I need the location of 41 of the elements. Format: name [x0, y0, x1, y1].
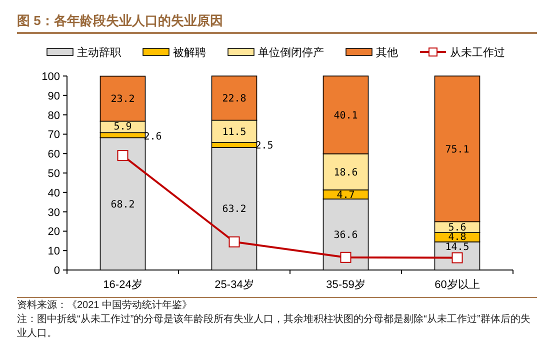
y-tick-label: 50	[48, 168, 60, 180]
y-tick-label: 20	[48, 226, 60, 238]
y-tick-label: 0	[54, 265, 60, 277]
point	[228, 236, 240, 248]
data-label: 14.5	[445, 242, 470, 253]
data-label: 18.6	[334, 167, 358, 178]
data-label: 11.5	[222, 126, 246, 138]
legend-label: 被解聘	[173, 46, 206, 59]
y-tick-label: 60	[48, 148, 60, 161]
data-label: 5.6	[448, 222, 466, 234]
data-label: 36.6	[334, 230, 358, 241]
data-label: 22.8	[222, 94, 246, 105]
point	[452, 252, 463, 264]
x-tick-label: 16-24岁	[103, 279, 142, 291]
text: 注：图中折线“从未工作过”的分母是该年龄段所有失业人口，其余堆积柱状图的分母都是剔除“从未工作过”群体后的失业人口。	[17, 313, 532, 341]
x-tick-label: 35-59岁	[326, 279, 366, 291]
data-label: 4.7	[336, 190, 355, 201]
data-label: 68.2	[110, 199, 135, 210]
point	[340, 252, 352, 263]
chart-title: 图 5：各年龄段失业人口的失业原因	[17, 12, 223, 30]
y-tick-label: 40	[48, 187, 60, 200]
data-label: 4.8	[448, 232, 466, 243]
y-tick-label: 30	[48, 206, 60, 219]
data-label: 75.1	[445, 144, 470, 156]
data-label: 40.1	[334, 110, 358, 122]
y-tick-label: 100	[42, 71, 60, 83]
data-label: 23.2	[110, 94, 135, 106]
point	[117, 150, 128, 162]
y-tick-label: 80	[48, 110, 60, 122]
legend-label: 从未工作过	[450, 46, 505, 59]
data-label: 63.2	[222, 204, 246, 216]
legend-label: 单位倒闭停产	[258, 46, 324, 59]
x-tick-label: 60岁以上	[434, 278, 480, 291]
text: 资料来源：《2021 中国劳动统计年鉴》	[17, 299, 194, 313]
y-tick-label: 70	[48, 129, 60, 142]
legend-label: 其他	[376, 46, 398, 59]
legend-label: 主动辞职	[77, 46, 121, 59]
data-label: 5.9	[114, 122, 132, 133]
x-tick-label: 25-34岁	[214, 279, 254, 291]
y-tick-label: 90	[48, 90, 60, 102]
y-tick-label: 10	[48, 246, 60, 258]
